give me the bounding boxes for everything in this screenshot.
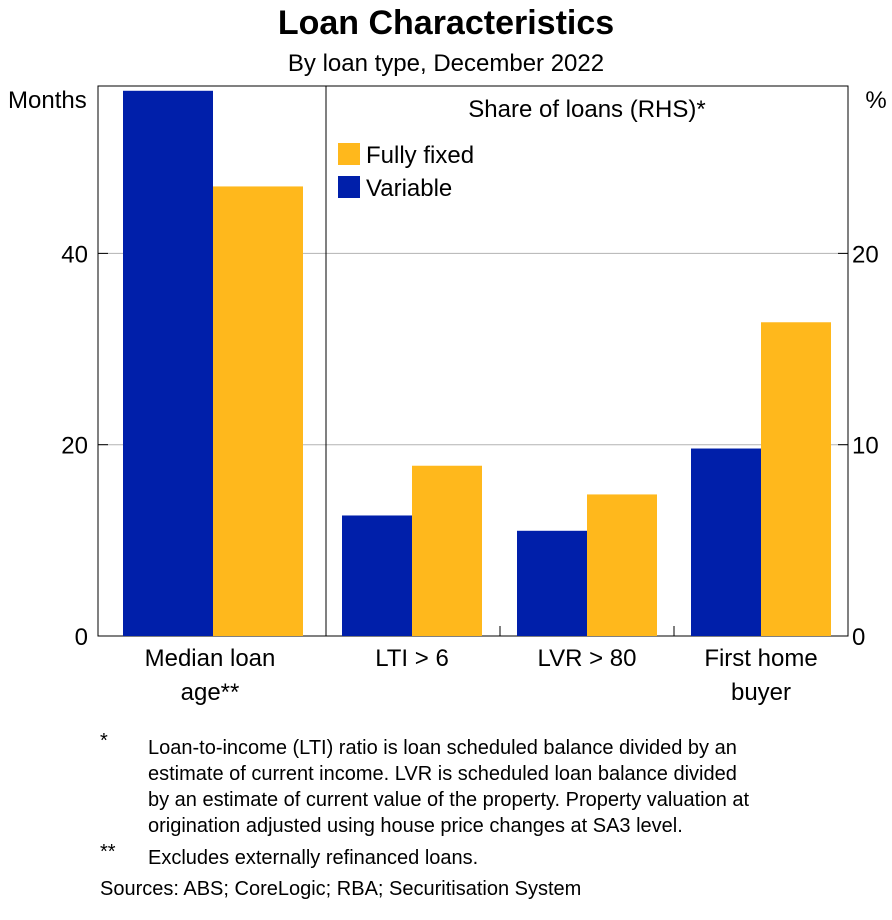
- bar-variable: [342, 515, 412, 636]
- left-axis-tick-label: 20: [61, 433, 88, 460]
- left-axis-unit-label: Months: [8, 87, 87, 114]
- category-label: LVR > 80: [538, 645, 637, 672]
- note-2-mark: **: [100, 841, 116, 863]
- left-axis-tick-label: 40: [61, 241, 88, 268]
- bar-fully-fixed: [213, 186, 303, 636]
- chart-title: Loan Characteristics: [277, 4, 615, 42]
- category-label: LTI > 6: [375, 645, 449, 672]
- panel-label: Share of loans (RHS)*: [468, 96, 705, 123]
- chart-svg: 0 20 40 0 10 20 Months % Median loan age** LTI > 6…: [8, 85, 887, 706]
- right-axis-unit-label: %: [865, 87, 886, 114]
- category-label: buyer: [731, 679, 791, 706]
- bar-variable: [691, 448, 761, 636]
- bar-fully-fixed: [761, 322, 831, 636]
- right-axis-tick-label: 0: [852, 624, 865, 651]
- right-axis-tick-label: 20: [852, 241, 879, 268]
- legend-swatch: [338, 143, 360, 165]
- bar-fully-fixed: [412, 465, 482, 636]
- note-1-line: Loan-to-income (LTI) ratio is loan sched…: [148, 737, 737, 759]
- right-axis-tick-label: 10: [852, 433, 879, 460]
- bar-variable: [517, 530, 587, 636]
- category-label: First home: [704, 645, 817, 672]
- bar-variable: [123, 90, 213, 637]
- category-label: age**: [181, 679, 240, 706]
- bar-fully-fixed: [587, 494, 657, 636]
- legend-label: Variable: [366, 175, 452, 202]
- note-1-text: Loan-to-income (LTI) ratio is loan sched…: [148, 735, 838, 839]
- note-1-mark: *: [100, 730, 108, 752]
- chart-subtitle: By loan type, December 2022: [287, 50, 605, 77]
- note-2-line: Excludes externally refinanced loans.: [148, 847, 479, 869]
- note-1-line: by an estimate of current value of the p…: [148, 789, 750, 811]
- legend-label: Fully fixed: [366, 142, 474, 169]
- sources: Sources: ABS; CoreLogic; RBA; Securitisa…: [100, 878, 582, 900]
- legend-swatch: [338, 176, 360, 198]
- note-1-line: estimate of current income. LVR is sched…: [148, 763, 737, 785]
- note-1-line: origination adjusted using house price c…: [148, 815, 683, 837]
- left-axis-tick-label: 0: [75, 624, 88, 651]
- note-2-text: Excludes externally refinanced loans.: [148, 845, 838, 871]
- category-label: Median loan: [145, 645, 276, 672]
